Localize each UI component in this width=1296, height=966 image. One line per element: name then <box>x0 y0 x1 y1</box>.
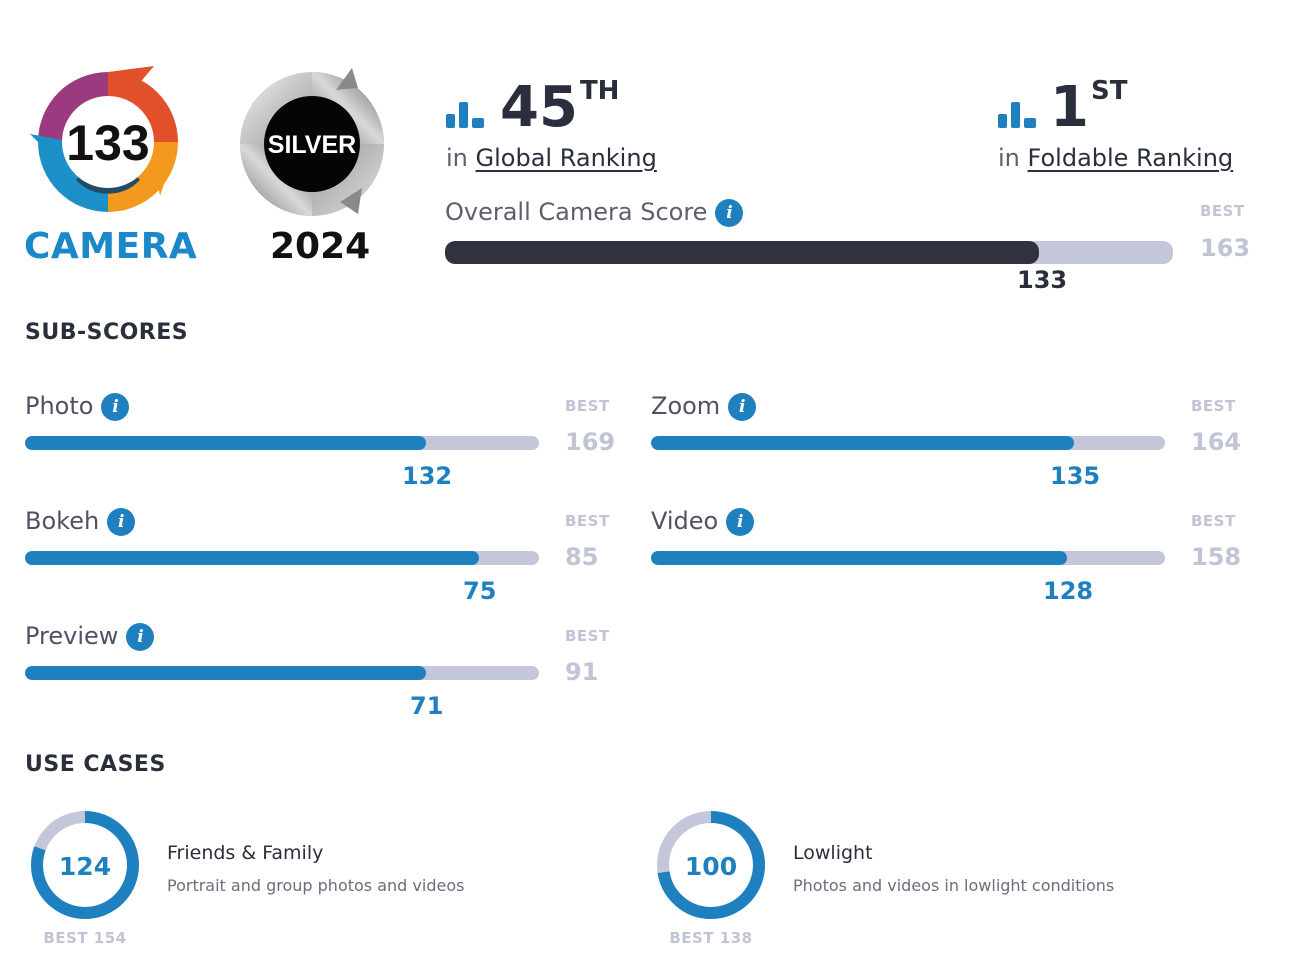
info-icon[interactable]: i <box>126 623 155 651</box>
subscore-label-text: Zoom <box>651 392 721 420</box>
subscore-zoom-fill <box>651 436 1074 450</box>
subscore-photo-best-value: 169 <box>565 428 616 456</box>
use-case-lowlight-title: Lowlight <box>793 842 873 864</box>
subscore-photo-fill <box>25 436 426 450</box>
camera-label: CAMERA <box>24 226 198 267</box>
overall-score-value: 133 <box>1017 266 1068 294</box>
subscore-preview-bar <box>25 666 539 680</box>
subscore-zoom-best-value: 164 <box>1191 428 1242 456</box>
use-case-lowlight-description: Photos and videos in lowlight conditions <box>793 876 1115 895</box>
info-icon[interactable]: i <box>728 393 757 421</box>
camera-score-badge: 133 <box>30 66 178 212</box>
subscore-preview-best-value: 91 <box>565 658 599 686</box>
use-case-friends-best: BEST 154 <box>43 929 127 947</box>
subscore-bokeh-bar <box>25 551 539 565</box>
subscore-zoom-value: 135 <box>1050 462 1101 490</box>
foldable-ranking: 1ST <box>998 75 1128 140</box>
ring-fill <box>31 811 139 919</box>
foldable-ranking-number: 1ST <box>1050 75 1128 140</box>
bar-chart-icon <box>446 102 484 128</box>
silver-award-badge: SILVER <box>240 68 384 216</box>
subscore-video-value: 128 <box>1043 577 1094 605</box>
global-ranking-number: 45TH <box>500 75 620 140</box>
use-case-lowlight-best: BEST 138 <box>669 929 753 947</box>
use-case-friends-description: Portrait and group photos and videos <box>167 876 465 895</box>
overall-score-label: Overall Camera Score i <box>445 198 744 227</box>
subscore-preview-label: Preview i <box>25 622 155 651</box>
subscore-bokeh-label: Bokeh i <box>25 507 136 536</box>
subscore-video-fill <box>651 551 1067 565</box>
subscore-label-text: Preview <box>25 622 119 650</box>
use-case-friends-title: Friends & Family <box>167 842 324 864</box>
subscore-preview-fill <box>25 666 426 680</box>
info-icon[interactable]: i <box>726 508 755 536</box>
foldable-ranking-link[interactable]: Foldable Ranking <box>1027 144 1234 172</box>
subscore-photo-best-label: BEST <box>565 397 610 415</box>
subscore-bokeh-value: 75 <box>463 577 497 605</box>
camera-score-number: 133 <box>66 115 149 171</box>
overall-score-fill <box>445 241 1039 264</box>
subscore-zoom-label: Zoom i <box>651 392 757 421</box>
global-ranking-link[interactable]: Global Ranking <box>475 144 657 172</box>
subscore-video-bar <box>651 551 1165 565</box>
global-ranking: 45TH <box>446 75 620 140</box>
bar-chart-icon <box>998 102 1036 128</box>
info-icon[interactable]: i <box>101 393 130 421</box>
subscore-preview-best-label: BEST <box>565 627 610 645</box>
ring-fill <box>657 811 765 919</box>
overall-best-label: BEST <box>1200 202 1245 220</box>
subscore-video-best-label: BEST <box>1191 512 1236 530</box>
overall-score-bar <box>445 241 1173 264</box>
subscore-label-text: Photo <box>25 392 94 420</box>
use-cases-title: USE CASES <box>25 752 166 777</box>
subscore-zoom-best-label: BEST <box>1191 397 1236 415</box>
subscore-photo-label: Photo i <box>25 392 130 421</box>
subscore-zoom-bar <box>651 436 1165 450</box>
subscore-photo-bar <box>25 436 539 450</box>
subscore-bokeh-best-label: BEST <box>565 512 610 530</box>
subscore-label-text: Video <box>651 507 719 535</box>
use-case-lowlight-score: 100 <box>684 852 738 881</box>
overall-best-value: 163 <box>1200 234 1251 262</box>
award-year: 2024 <box>270 226 371 267</box>
subscore-label-text: Bokeh <box>25 507 100 535</box>
foldable-ranking-caption: in Foldable Ranking <box>998 144 1234 172</box>
use-case-friends-ring <box>31 811 139 919</box>
subscore-bokeh-best-value: 85 <box>565 543 599 571</box>
subscore-photo-value: 132 <box>402 462 453 490</box>
award-label: SILVER <box>268 131 356 159</box>
subscores-title: SUB-SCORES <box>25 320 189 345</box>
global-ranking-caption: in Global Ranking <box>446 144 657 172</box>
info-icon[interactable]: i <box>107 508 136 536</box>
use-case-lowlight-ring <box>657 811 765 919</box>
use-case-friends-score: 124 <box>58 852 112 881</box>
subscore-video-label: Video i <box>651 507 755 536</box>
subscore-bokeh-fill <box>25 551 479 565</box>
subscore-video-best-value: 158 <box>1191 543 1242 571</box>
info-icon[interactable]: i <box>715 199 744 227</box>
subscore-preview-value: 71 <box>410 692 444 720</box>
